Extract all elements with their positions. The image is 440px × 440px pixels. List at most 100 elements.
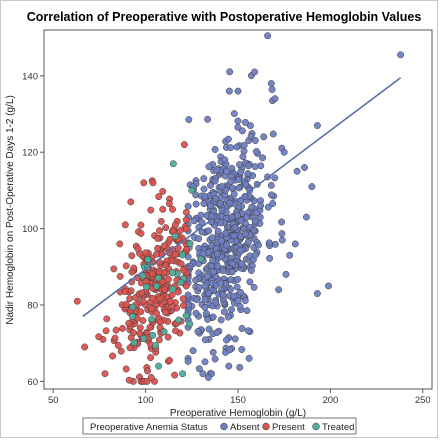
data-point-present — [169, 205, 176, 213]
data-point-absent — [271, 174, 279, 182]
data-point-present — [116, 272, 124, 280]
data-point-present — [137, 221, 145, 229]
data-point-present — [128, 252, 136, 260]
data-point-absent — [278, 218, 286, 226]
data-point-present — [129, 329, 137, 337]
data-point-absent — [308, 183, 316, 191]
data-point-treated — [129, 303, 137, 311]
data-point-present — [154, 234, 162, 242]
x-tick-label: 200 — [322, 395, 338, 406]
data-point-absent — [253, 148, 260, 155]
data-point-absent — [245, 354, 253, 362]
data-point-present — [147, 354, 155, 362]
data-point-absent — [230, 110, 238, 118]
data-point-present — [126, 295, 134, 303]
data-point-absent — [244, 170, 252, 178]
data-point-present — [148, 305, 156, 313]
data-point-present — [155, 336, 163, 344]
data-point-absent — [195, 365, 203, 373]
data-point-absent — [205, 227, 213, 235]
y-tick-label: 100 — [22, 224, 38, 235]
data-point-present — [180, 301, 187, 309]
data-point-treated — [182, 312, 190, 320]
data-point-absent — [245, 162, 252, 170]
data-point-absent — [271, 95, 279, 103]
data-point-absent — [293, 167, 301, 175]
data-point-present — [138, 289, 146, 297]
data-point-absent — [325, 282, 332, 290]
data-point-present — [136, 330, 144, 338]
data-point-absent — [213, 166, 221, 174]
data-point-treated — [168, 269, 176, 277]
x-tick-label: 100 — [138, 395, 154, 406]
data-point-absent — [268, 86, 276, 93]
data-point-present — [172, 327, 179, 335]
data-point-present — [111, 334, 119, 342]
data-point-absent — [194, 328, 202, 335]
data-point-absent — [240, 141, 248, 149]
data-point-present — [162, 224, 170, 232]
data-point-absent — [313, 122, 321, 129]
data-point-absent — [226, 68, 234, 76]
y-tick-label: 60 — [27, 377, 38, 388]
data-point-present — [177, 226, 185, 234]
data-point-present — [127, 287, 135, 295]
data-point-absent — [195, 283, 203, 291]
data-point-present — [149, 179, 157, 187]
data-point-present — [73, 297, 81, 305]
data-point-present — [81, 343, 89, 351]
data-point-present — [165, 200, 173, 208]
data-point-treated — [186, 320, 194, 328]
data-point-absent — [231, 224, 239, 231]
data-point-absent — [198, 228, 206, 236]
data-point-absent — [216, 219, 224, 227]
data-point-absent — [275, 286, 283, 294]
data-point-present — [153, 250, 160, 258]
data-point-absent — [302, 213, 310, 221]
data-point-treated — [186, 240, 194, 247]
data-point-absent — [264, 32, 272, 40]
data-point-present — [162, 308, 169, 316]
data-point-treated — [140, 334, 148, 342]
x-tick-label: 250 — [415, 395, 431, 406]
data-point-present — [182, 282, 190, 290]
data-point-absent — [267, 191, 275, 199]
data-point-absent — [223, 167, 231, 175]
data-point-absent — [235, 176, 243, 184]
data-point-present — [125, 376, 133, 384]
data-point-absent — [251, 137, 259, 144]
data-point-absent — [237, 288, 244, 296]
data-point-treated — [197, 255, 205, 263]
legend-label-treated: Treated — [322, 422, 354, 433]
chart-title: Correlation of Preoperative with Postope… — [27, 10, 422, 24]
data-point-absent — [217, 316, 225, 324]
data-point-present — [148, 270, 156, 278]
data-point-absent — [237, 168, 245, 176]
data-point-absent — [209, 313, 217, 321]
data-point-present — [157, 217, 165, 225]
y-axis: 60 80 100 120 140 — [22, 71, 44, 388]
data-point-present — [116, 240, 124, 248]
x-tick-label: 50 — [48, 395, 59, 406]
legend-box — [82, 417, 357, 435]
data-point-treated — [169, 285, 177, 293]
data-point-present — [136, 324, 144, 332]
data-point-present — [128, 268, 136, 276]
data-point-absent — [201, 358, 209, 366]
legend-label-absent: Absent — [230, 422, 260, 433]
data-point-absent — [204, 115, 212, 123]
data-point-absent — [248, 203, 256, 211]
data-point-treated — [143, 283, 150, 291]
data-point-present — [139, 297, 147, 305]
data-point-absent — [211, 177, 219, 185]
data-point-absent — [229, 260, 237, 268]
data-point-absent — [238, 346, 246, 353]
data-point-absent — [197, 211, 205, 219]
data-point-treated — [129, 312, 137, 320]
data-point-absent — [397, 51, 405, 59]
data-point-treated — [155, 362, 163, 370]
data-point-absent — [207, 181, 214, 189]
y-tick-label: 140 — [22, 71, 38, 82]
data-point-absent — [228, 268, 236, 276]
